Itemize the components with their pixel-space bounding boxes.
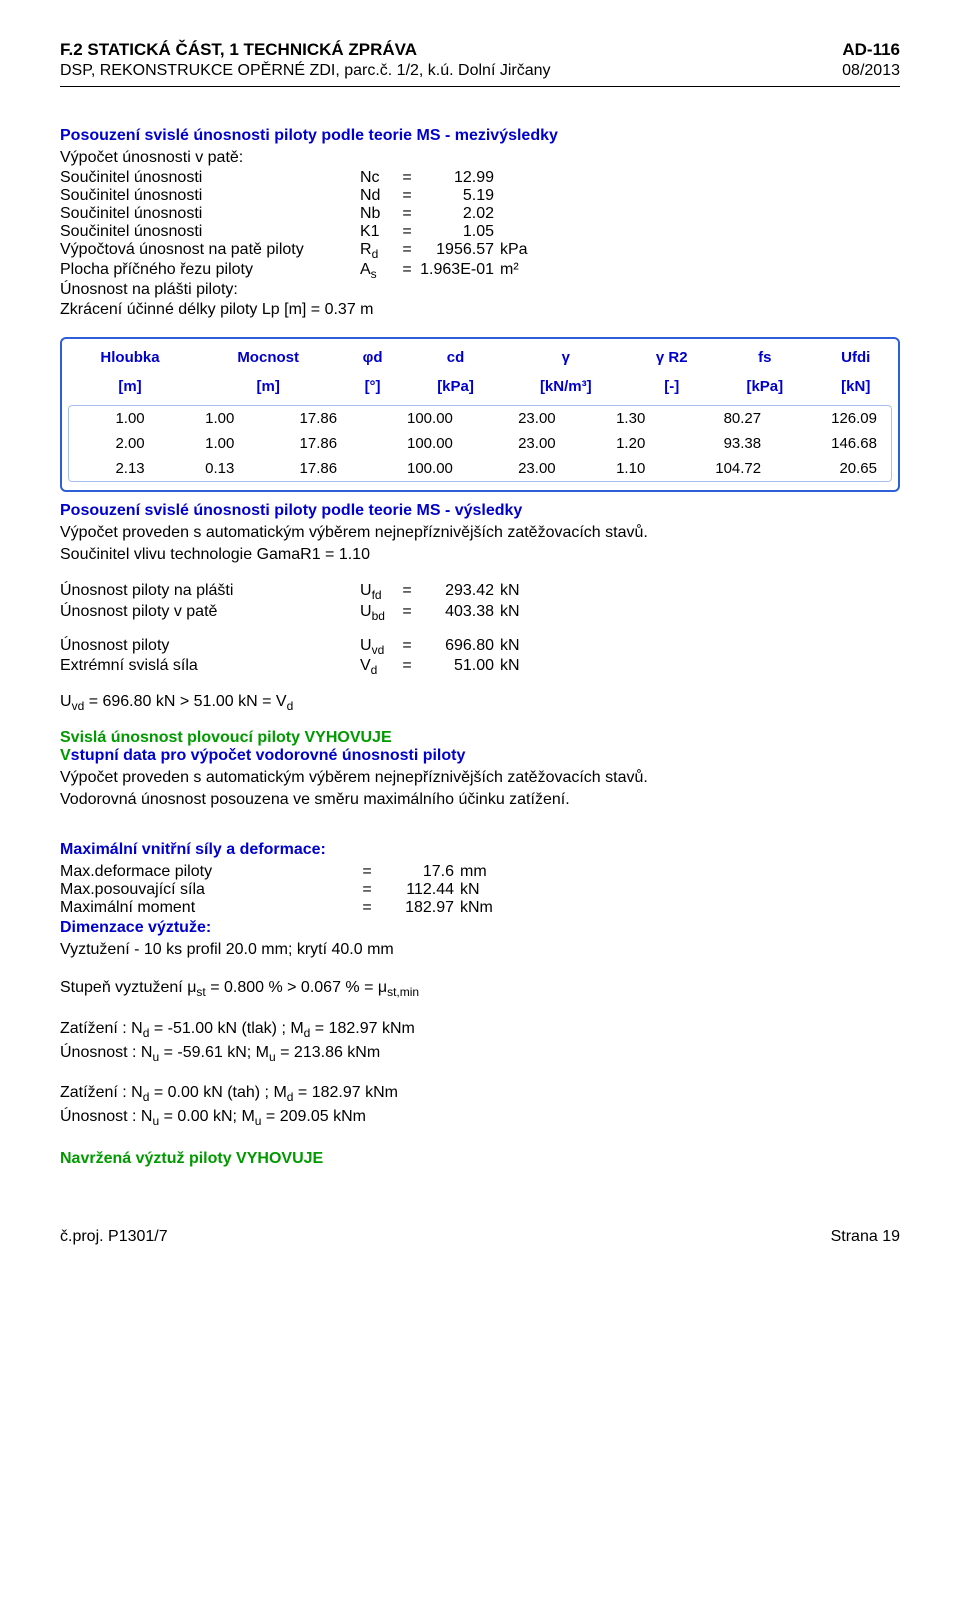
col-header: fs [716,343,813,372]
col-unit: [kN] [813,372,898,401]
header-title-left: F.2 STATICKÁ ČÁST, 1 TECHNICKÁ ZPRÁVA [60,40,417,60]
footer-left: č.proj. P1301/7 [60,1228,168,1246]
table-row: 2.130.1317.86100.0023.001.10104.7220.65 [69,456,891,481]
param-row: Únosnost piloty v patěUbd=403.38kN [60,603,526,623]
table-cell: 23.00 [467,406,570,431]
green-result-1: Svislá únosnost plovoucí piloty VYHOVUJE [60,729,900,747]
load1b: Únosnost : Nu = -59.61 kN; Mu = 213.86 k… [60,1044,900,1064]
footer-right: Strana 19 [831,1228,900,1246]
table-cell: 100.00 [351,456,467,481]
section3-p1: Výpočet proveden s automatickým výběrem … [60,769,900,787]
section3-p4: Stupeň vyztužení μst = 0.800 % > 0.067 %… [60,979,900,999]
col-unit: [m] [198,372,338,401]
section3-p2: Vodorovná únosnost posouzena ve směru ma… [60,791,900,809]
col-header: γ R2 [627,343,716,372]
col-unit: [m] [62,372,198,401]
col-header: cd [407,343,504,372]
page-subheader: DSP, REKONSTRUKCE OPĚRNÉ ZDI, parc.č. 1/… [60,62,900,80]
green-result-2: Navržená výztuž piloty VYHOVUJE [60,1150,900,1168]
col-header: Mocnost [198,343,338,372]
table-cell: 23.00 [467,456,570,481]
table-cell: 93.38 [659,431,775,456]
section3-p3: Vyztužení - 10 ks profil 20.0 mm; krytí … [60,941,900,959]
table-cell: 2.00 [69,431,159,456]
col-header: φd [338,343,407,372]
section1-after2: Zkrácení účinné délky piloty Lp [m] = 0.… [60,301,900,319]
table-cell: 1.00 [159,406,249,431]
section3-sub1: Maximální vnitřní síly a deformace: [60,841,900,859]
param-row: Součinitel únosnostiNc=12.99 [60,169,534,187]
table-cell: 17.86 [248,406,351,431]
table-row: 1.001.0017.86100.0023.001.3080.27126.09 [69,406,891,431]
col-unit: [kPa] [407,372,504,401]
param-row: Součinitel únosnostiNd=5.19 [60,187,534,205]
prefix-v: V [60,747,71,764]
table-cell: 1.00 [159,431,249,456]
col-header: Hloubka [62,343,198,372]
param-row: Max.deformace piloty=17.6mm [60,863,499,881]
header-sub-left: DSP, REKONSTRUKCE OPĚRNÉ ZDI, parc.č. 1/… [60,62,551,80]
param-row: Max.posouvající síla=112.44kN [60,881,499,899]
table-cell: 1.20 [570,431,660,456]
section3-blue-title: Vstupní data pro výpočet vodorovné únosn… [60,747,900,765]
table-cell: 146.68 [775,431,891,456]
table-row: 2.001.0017.86100.0023.001.2093.38146.68 [69,431,891,456]
table-cell: 100.00 [351,406,467,431]
table-cell: 23.00 [467,431,570,456]
load2b: Únosnost : Nu = 0.00 kN; Mu = 209.05 kNm [60,1108,900,1128]
load2a: Zatížení : Nd = 0.00 kN (tah) ; Md = 182… [60,1084,900,1104]
table-cell: 17.86 [248,456,351,481]
param-row: Součinitel únosnostiNb=2.02 [60,205,534,223]
table-cell: 104.72 [659,456,775,481]
data-table: HloubkaMocnostφdcdγγ R2fsUfdi[m][m][°][k… [62,343,898,401]
col-unit: [kPa] [716,372,813,401]
table-cell: 0.13 [159,456,249,481]
table-cell: 1.00 [69,406,159,431]
param-row: Extrémní svislá sílaVd=51.00kN [60,657,526,677]
section1-title: Posouzení svislé únosnosti piloty podle … [60,127,900,145]
section2-title: Posouzení svislé únosnosti piloty podle … [60,502,900,520]
section1-line1: Výpočet únosnosti v patě: [60,149,900,167]
table-cell: 100.00 [351,431,467,456]
param-row: Součinitel únosnostiK1=1.05 [60,223,534,241]
col-unit: [kN/m³] [504,372,627,401]
table-cell: 80.27 [659,406,775,431]
table-cell: 126.09 [775,406,891,431]
param-row: Výpočtová únosnost na patě pilotyRd=1956… [60,241,534,261]
table-cell: 1.10 [570,456,660,481]
col-header: γ [504,343,627,372]
col-unit: [-] [627,372,716,401]
section3-sub2: Dimenzace výztuže: [60,919,900,937]
load1a: Zatížení : Nd = -51.00 kN (tlak) ; Md = … [60,1020,900,1040]
header-title-right: AD-116 [842,40,900,60]
data-table-container: HloubkaMocnostφdcdγγ R2fsUfdi[m][m][°][k… [60,337,900,492]
table-cell: 17.86 [248,431,351,456]
section2-params-b: Únosnost pilotyUvd=696.80kNExtrémní svis… [60,637,526,677]
header-sub-right: 08/2013 [842,62,900,80]
param-row: Plocha příčného řezu pilotyAs=1.963E-01m… [60,261,534,281]
page-header: F.2 STATICKÁ ČÁST, 1 TECHNICKÁ ZPRÁVA AD… [60,40,900,60]
table-cell: 2.13 [69,456,159,481]
section1-after1: Únosnost na plášti piloty: [60,281,900,299]
section2-params-a: Únosnost piloty na pláštiUfd=293.42kNÚno… [60,582,526,622]
section1-params: Součinitel únosnostiNc=12.99Součinitel ú… [60,169,534,281]
param-row: Únosnost piloty na pláštiUfd=293.42kN [60,582,526,602]
col-unit: [°] [338,372,407,401]
section2-equation: Uvd = 696.80 kN > 51.00 kN = Vd [60,693,900,713]
table-cell: 1.30 [570,406,660,431]
table-cell: 20.65 [775,456,891,481]
section2-p1: Výpočet proveden s automatickým výběrem … [60,524,900,542]
section2-p2: Součinitel vlivu technologie GamaR1 = 1.… [60,546,900,564]
page-footer: č.proj. P1301/7 Strana 19 [60,1228,900,1246]
blue-inline-title: stupní data pro výpočet vodorovné únosno… [71,747,466,764]
param-row: Maximální moment=182.97kNm [60,899,499,917]
section3-params: Max.deformace piloty=17.6mmMax.posouvají… [60,863,499,917]
param-row: Únosnost pilotyUvd=696.80kN [60,637,526,657]
col-header: Ufdi [813,343,898,372]
header-divider [60,86,900,87]
